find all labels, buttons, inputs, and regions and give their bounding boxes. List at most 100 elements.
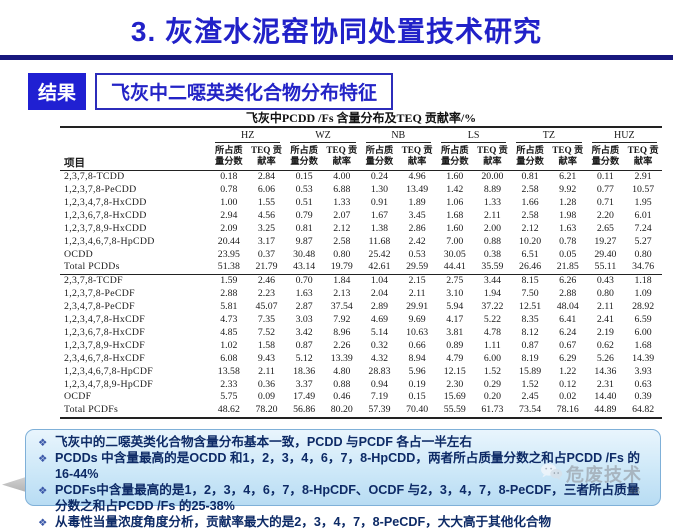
cell-value: 2.41 (596, 314, 614, 326)
cell-value: 1.68 (634, 339, 652, 351)
cell-value: 51.38 (217, 261, 240, 273)
cell-value: 2.42 (408, 235, 426, 247)
row-label: 1,2,3,6,7,8-HxCDF (64, 326, 146, 338)
group-header-row: 项目 HZ WZ NB LS TZ HUZ (60, 127, 662, 172)
table-row: 2,3,4,7,8-PeCDF 5.81 45.07 2.87 37.54 2.89 29.… (60, 301, 662, 314)
pcdd-pcdf-table-container: 项目 HZ WZ NB LS TZ HUZ 所占质 量分数 TEQ 贡 献率 所占质 量分数 T… (60, 126, 662, 420)
cell-value: 8.12 (521, 326, 539, 338)
table-row: 1,2,3,7,8-PeCDD 0.78 6.06 0.53 6.88 1.30 13.49… (60, 184, 662, 197)
cell-value: 21.79 (255, 261, 278, 273)
cell-value: 29.40 (594, 248, 617, 260)
cell-value: 7.35 (257, 314, 276, 326)
cell-value: 1.06 (446, 196, 464, 208)
section-title: 飞灰中二噁英类化合物分布特征 (95, 73, 394, 110)
cell-value: 44.41 (443, 261, 466, 273)
row-label: 1,2,3,4,7,8-HxCDF (64, 314, 146, 326)
cell-value: 0.79 (295, 209, 313, 221)
cell-value: 2.11 (597, 301, 614, 313)
cell-value: 4.69 (370, 314, 389, 326)
cell-value: 5.26 (596, 352, 614, 364)
cell-value: 17.49 (293, 391, 316, 403)
cell-value: 7.52 (257, 326, 276, 338)
cell-value: 2.11 (484, 209, 501, 221)
cell-value: 18.36 (293, 365, 316, 377)
cell-value: 48.04 (556, 301, 579, 313)
diamond-bullet-icon: ❖ (38, 437, 48, 449)
row-label: 2,3,7,8-TCDF (60, 274, 210, 289)
cell-value: 29.59 (406, 261, 429, 273)
cell-value: 80.20 (330, 404, 353, 416)
cell-value: 0.66 (408, 339, 426, 351)
cell-value: 0.78 (220, 183, 238, 195)
subheader-teq: TEQ 贡 献率 (247, 143, 286, 172)
cell-value: 7.19 (370, 391, 389, 403)
cell-value: 10.63 (406, 326, 429, 338)
cell-value: 30.05 (443, 248, 466, 260)
diamond-bullet-icon: ❖ (38, 485, 48, 497)
cell-value: 45.07 (255, 301, 278, 313)
table-row: Total PCDDs 51.38 21.79 43.14 19.79 42.61 29.5… (60, 261, 662, 274)
cell-value: 73.54 (519, 404, 542, 416)
cell-value: 3.44 (473, 274, 512, 289)
cell-value: 2.11 (258, 365, 275, 377)
cell-value: 70.40 (406, 404, 429, 416)
cell-value: 15.69 (443, 391, 466, 403)
cell-value: 1.66 (521, 196, 539, 208)
cell-value: 1.95 (634, 196, 652, 208)
cell-value: 55.59 (443, 404, 466, 416)
cell-value: 11.68 (368, 235, 391, 247)
cell-value: 2.88 (559, 288, 577, 300)
cell-value: 5.12 (295, 352, 313, 364)
cell-value: 3.17 (257, 235, 276, 247)
cell-value: 2.11 (408, 288, 426, 300)
cell-value: 8.94 (408, 352, 426, 364)
row-label: Total PCDDs (64, 261, 120, 273)
cell-value: 5.22 (483, 314, 501, 326)
table-row: Total PCDFs 48.62 78.20 56.86 80.20 57.39 70.4… (60, 404, 662, 418)
cell-value: 7.00 (446, 235, 464, 247)
cell-value: 57.39 (368, 404, 391, 416)
cell-value: 0.53 (408, 248, 426, 260)
cell-value: 0.77 (596, 183, 614, 195)
cell-value: 1.11 (484, 339, 501, 351)
cell-value: 0.53 (295, 183, 313, 195)
diamond-bullet-icon: ❖ (38, 453, 48, 465)
cell-value: 4.79 (446, 352, 464, 364)
cell-value: 5.94 (446, 301, 464, 313)
table-row: 2,3,7,8-TCDF 1.59 2.46 0.70 1.84 1.04 2.15 2.75… (60, 274, 662, 289)
cell-value: 2.23 (257, 288, 276, 300)
cell-value: 35.59 (481, 261, 504, 273)
cell-value: 0.80 (596, 288, 614, 300)
cell-value: 1.55 (257, 196, 276, 208)
page-number: 48 (629, 486, 641, 497)
cell-value: 28.92 (632, 301, 655, 313)
subheader-mass: 所占质 量分数 (210, 143, 248, 172)
row-label: OCDF (64, 391, 92, 403)
cell-value: 20.44 (217, 235, 240, 247)
cell-value: 0.71 (596, 196, 614, 208)
cell-value: 29.91 (406, 301, 429, 313)
cell-value: 37.22 (481, 301, 504, 313)
cell-value: 2.04 (370, 288, 389, 300)
cell-value: 1.63 (559, 222, 577, 234)
cell-value: 2.86 (408, 222, 426, 234)
cell-value: 4.96 (408, 171, 426, 183)
cell-value: 3.10 (446, 288, 464, 300)
cell-value: 1.89 (408, 196, 426, 208)
table-row: 1,2,3,4,6,7,8-HpCDD 20.44 3.17 9.87 2.58 11.6… (60, 236, 662, 249)
cell-value: 0.91 (370, 196, 389, 208)
cell-value: 28.83 (368, 365, 391, 377)
cell-value: 8.19 (521, 352, 539, 364)
table-row: 1,2,3,7,8,9-HxCDD 2.09 3.25 0.81 2.12 1.38 2.8… (60, 223, 662, 236)
cell-value: 6.06 (257, 183, 276, 195)
cell-value: 0.02 (559, 391, 577, 403)
subheader-mass: 所占质 量分数 (586, 143, 625, 172)
cell-value: 26.46 (519, 261, 542, 273)
cell-value: 1.04 (360, 274, 399, 289)
row-label: 1,2,3,4,6,7,8-HpCDD (64, 235, 155, 247)
cell-value: 30.48 (293, 248, 316, 260)
cell-value: 0.05 (559, 248, 577, 260)
cell-value: 1.94 (483, 288, 501, 300)
cell-value: 6.21 (559, 171, 577, 183)
cell-value: 13.39 (330, 352, 353, 364)
